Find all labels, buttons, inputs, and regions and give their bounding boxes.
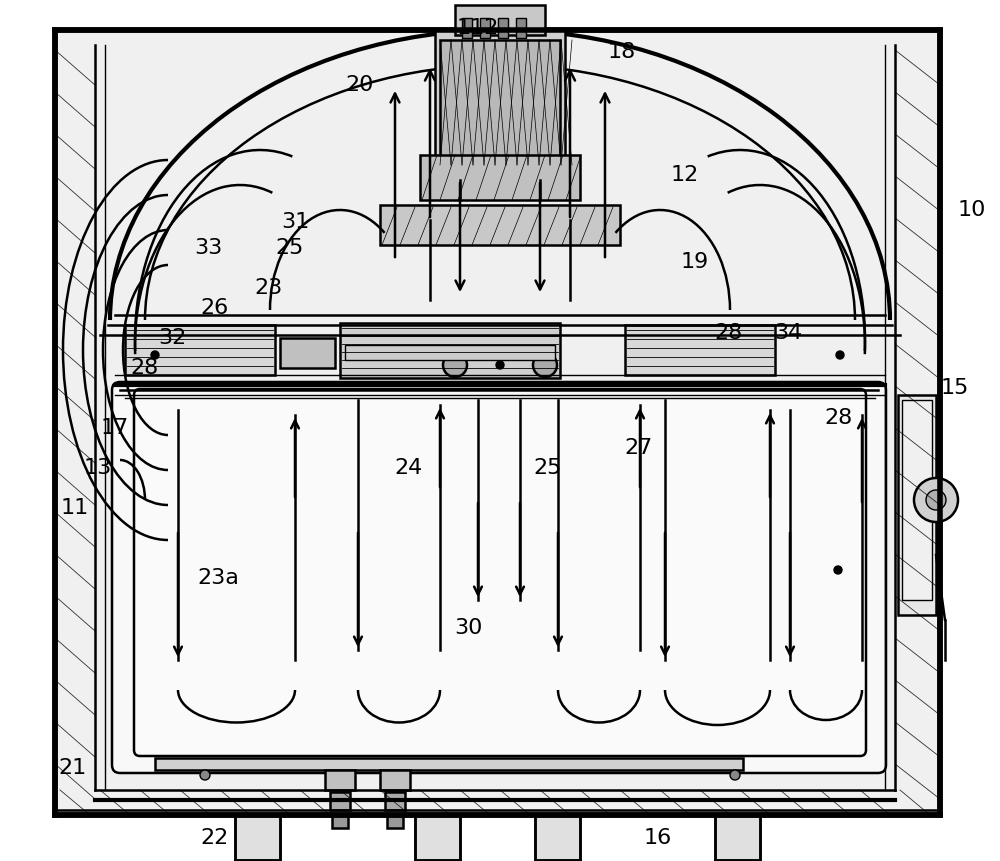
- Bar: [898, 395, 936, 615]
- Circle shape: [926, 490, 946, 510]
- Text: 31: 31: [281, 212, 309, 232]
- Bar: [325, 770, 355, 790]
- Text: 23a: 23a: [197, 568, 239, 588]
- Circle shape: [730, 770, 740, 780]
- Bar: [380, 770, 410, 790]
- Bar: [480, 18, 490, 38]
- Text: 15: 15: [941, 378, 969, 398]
- FancyBboxPatch shape: [55, 30, 940, 815]
- Text: 25: 25: [276, 238, 304, 258]
- Bar: [435, 30, 565, 175]
- Text: 16: 16: [644, 828, 672, 848]
- Text: 17: 17: [101, 418, 129, 438]
- Bar: [340, 323, 560, 378]
- Text: 20: 20: [346, 75, 374, 95]
- Text: 30: 30: [454, 618, 482, 638]
- Text: 24: 24: [394, 458, 422, 478]
- Bar: [155, 758, 743, 770]
- Bar: [387, 816, 403, 828]
- Bar: [440, 40, 560, 165]
- Bar: [385, 792, 405, 810]
- Circle shape: [533, 353, 557, 377]
- Text: 33: 33: [194, 238, 222, 258]
- Circle shape: [151, 351, 159, 359]
- Text: 12: 12: [671, 165, 699, 185]
- Text: 34: 34: [774, 323, 802, 343]
- Bar: [625, 325, 775, 375]
- Text: 22: 22: [201, 828, 229, 848]
- FancyBboxPatch shape: [134, 389, 866, 756]
- Text: 23: 23: [254, 278, 282, 298]
- Text: 26: 26: [201, 298, 229, 318]
- Bar: [420, 155, 580, 200]
- Circle shape: [914, 478, 958, 522]
- Circle shape: [200, 770, 210, 780]
- FancyBboxPatch shape: [112, 382, 886, 773]
- Text: 28: 28: [131, 358, 159, 378]
- Text: 21: 21: [58, 758, 86, 778]
- Bar: [332, 816, 348, 828]
- Text: 27: 27: [624, 438, 652, 458]
- FancyBboxPatch shape: [235, 810, 280, 860]
- FancyBboxPatch shape: [535, 810, 580, 860]
- Bar: [380, 205, 620, 245]
- Bar: [280, 338, 335, 368]
- Circle shape: [836, 351, 844, 359]
- Bar: [345, 345, 555, 360]
- Bar: [455, 5, 545, 35]
- Bar: [462, 18, 472, 38]
- Bar: [498, 18, 508, 38]
- Text: 10: 10: [958, 200, 986, 220]
- Text: 25: 25: [534, 458, 562, 478]
- Bar: [516, 18, 526, 38]
- Bar: [330, 792, 350, 810]
- Circle shape: [496, 361, 504, 369]
- Circle shape: [443, 353, 467, 377]
- FancyBboxPatch shape: [715, 810, 760, 860]
- Text: 112: 112: [457, 18, 499, 38]
- Text: 28: 28: [714, 323, 742, 343]
- Text: 18: 18: [608, 42, 636, 62]
- Text: 13: 13: [84, 458, 112, 478]
- Bar: [125, 325, 275, 375]
- Text: 28: 28: [824, 408, 852, 428]
- Text: 19: 19: [681, 252, 709, 272]
- FancyBboxPatch shape: [415, 810, 460, 860]
- Text: 11: 11: [61, 498, 89, 518]
- Text: 32: 32: [158, 328, 186, 348]
- Bar: [902, 400, 932, 600]
- Circle shape: [834, 566, 842, 574]
